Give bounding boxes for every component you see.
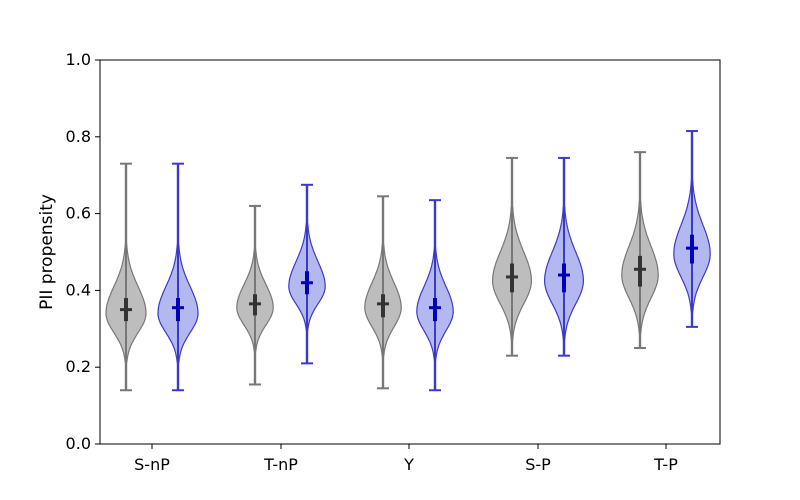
y-tick-label: 0.4 xyxy=(66,280,91,299)
y-tick-label: 1.0 xyxy=(66,50,91,69)
x-tick-label: T-P xyxy=(653,455,678,474)
violin-S-P-gray xyxy=(492,156,532,357)
violin-T-nP-gray xyxy=(236,204,274,386)
violin-S-P-blue xyxy=(544,156,584,357)
x-tick-label: S-P xyxy=(525,455,551,474)
violin-T-P-blue xyxy=(673,130,711,328)
y-tick-label: 0.8 xyxy=(66,127,91,146)
violin-S-nP-blue xyxy=(157,162,199,392)
violin-T-P-gray xyxy=(621,151,659,349)
y-tick-label: 0.0 xyxy=(66,434,91,453)
violin-Y-gray xyxy=(364,195,402,390)
violin-S-nP-gray xyxy=(105,162,147,392)
y-tick-label: 0.2 xyxy=(66,357,91,376)
plot-frame xyxy=(99,59,721,445)
y-axis: 0.0 0.2 0.4 0.6 0.8 1.0 xyxy=(66,50,100,453)
y-tick-label: 0.6 xyxy=(66,204,91,223)
x-axis: S-nP T-nP Y S-P T-P xyxy=(134,444,678,474)
x-tick-label: Y xyxy=(403,455,414,474)
y-axis-label: PII propensity xyxy=(37,194,57,310)
violin-Y-blue xyxy=(416,199,454,392)
x-tick-label: S-nP xyxy=(134,455,170,474)
x-tick-label: T-nP xyxy=(263,455,298,474)
violin-T-nP-blue xyxy=(288,183,326,365)
violins-layer xyxy=(105,130,711,392)
